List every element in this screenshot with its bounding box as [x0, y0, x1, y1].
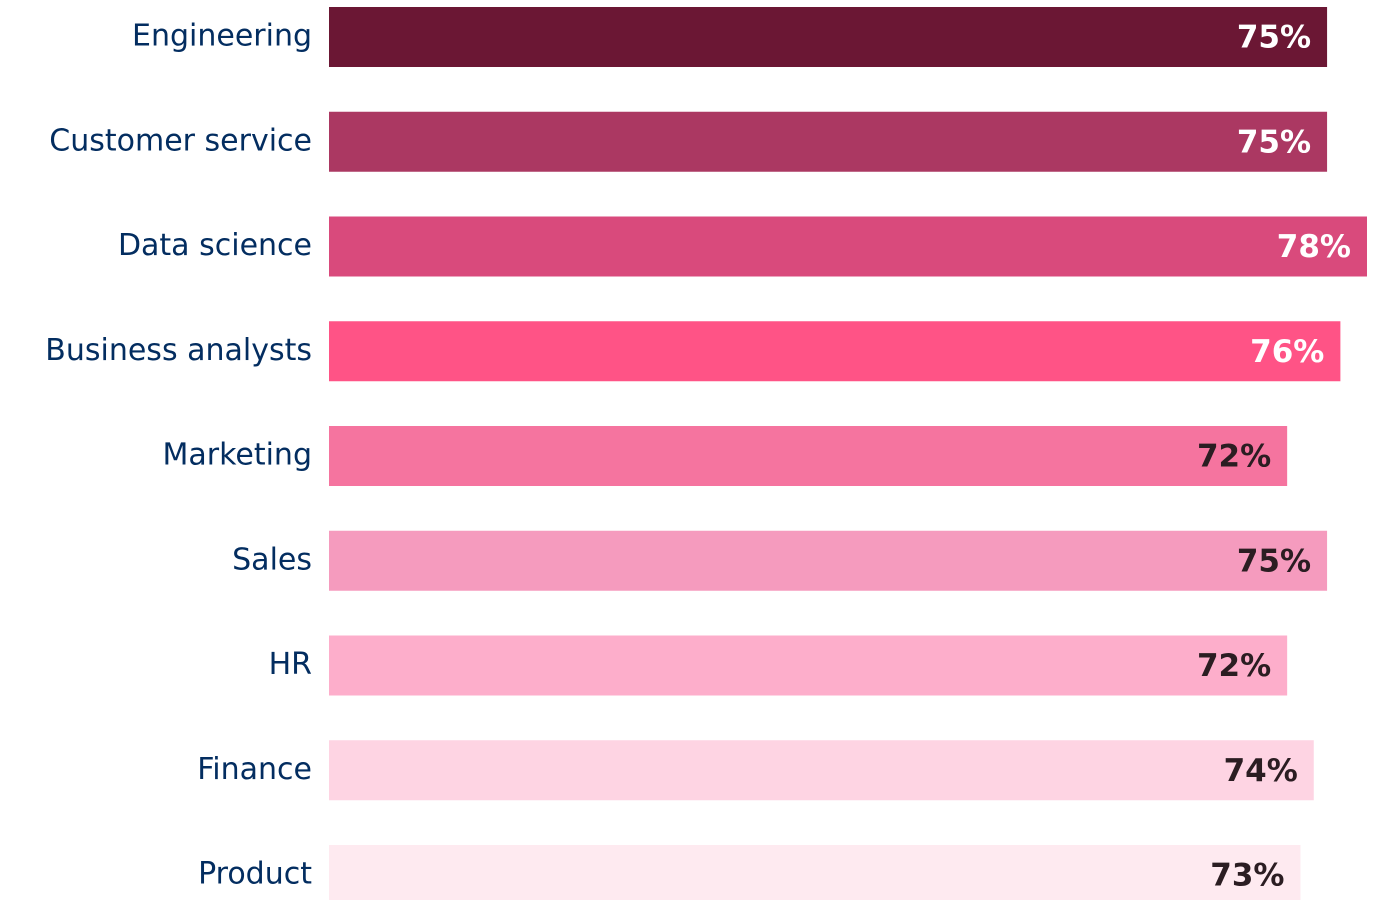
value-label: 72%	[1197, 439, 1271, 475]
value-label: 75%	[1237, 543, 1311, 579]
value-label: 78%	[1277, 229, 1351, 265]
value-label: 74%	[1224, 753, 1298, 789]
category-label: Business analysts	[45, 333, 312, 368]
category-label: Customer service	[49, 123, 312, 158]
bar	[329, 635, 1288, 696]
category-label: HR	[269, 647, 312, 682]
bar	[329, 7, 1328, 67]
value-label: 75%	[1237, 124, 1311, 160]
category-label: Product	[198, 857, 312, 892]
bar	[329, 530, 1328, 591]
bar	[329, 216, 1367, 277]
bar	[329, 845, 1301, 900]
value-label: 76%	[1250, 334, 1324, 370]
bar	[329, 740, 1314, 801]
category-label: Data science	[118, 228, 312, 263]
bar	[329, 111, 1328, 172]
value-label: 72%	[1197, 648, 1271, 684]
bar	[329, 321, 1341, 382]
category-label: Marketing	[162, 438, 312, 473]
bar	[329, 426, 1288, 486]
category-label: Sales	[232, 542, 312, 577]
category-label: Engineering	[132, 19, 312, 54]
category-label: Finance	[197, 752, 312, 787]
value-label: 75%	[1237, 20, 1311, 56]
value-label: 73%	[1210, 858, 1284, 894]
